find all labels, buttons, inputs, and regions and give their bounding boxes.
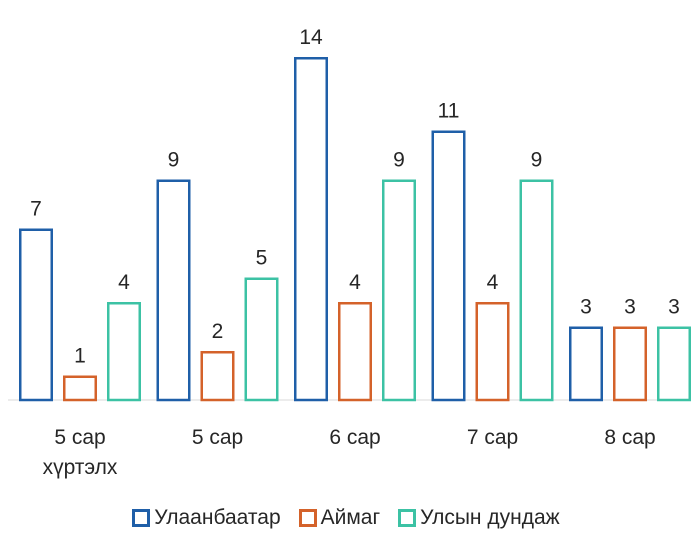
data-label: 3 [668,296,680,319]
data-label: 9 [393,149,405,172]
bar-Улаанбаатар-4 [569,326,603,402]
bar-Аймаг-3 [475,302,510,402]
category-label: 7 сар [467,426,518,449]
bar-Улсын дундаж-3 [519,179,554,402]
bar-Улсын дундаж-2 [382,179,416,402]
data-label: 2 [212,320,224,343]
data-label: 5 [256,247,268,270]
bar-Аймаг-4 [613,326,647,402]
legend-item: Аймаг [298,506,381,530]
category-label: 5 сар [192,426,243,449]
bar-Улаанбаатар-0 [19,228,53,402]
legend-label: Улаанбаатар [154,506,281,529]
legend-item: Улсын дундаж [398,506,560,530]
category-label: 6 сар [329,426,380,449]
data-label: 14 [299,26,323,49]
data-label: 4 [118,271,130,294]
legend-swatch [398,509,417,527]
data-label: 9 [531,149,543,172]
legend-item: Улаанбаатар [132,506,281,530]
data-label: 11 [438,100,460,123]
data-label: 3 [580,296,592,319]
bar-Улаанбаатар-3 [431,130,466,402]
bar-Улаанбаатар-1 [156,179,191,402]
data-label: 7 [30,198,42,221]
bar-Улаанбаатар-2 [294,57,328,402]
bar-Улсын дундаж-1 [244,277,279,402]
bar-Улсын дундаж-0 [107,302,141,402]
data-label: 9 [168,149,180,172]
legend-swatch [132,509,151,527]
data-label: 3 [624,296,636,319]
bar-Улсын дундаж-4 [657,326,691,402]
legend-label: Улсын дундаж [420,506,560,529]
data-label: 4 [349,271,361,294]
category-label: хүртэлх [43,456,118,479]
legend-swatch [298,509,317,527]
data-label: 4 [487,271,499,294]
legend: Улаанбаатар Аймаг Улсын дундаж [0,506,692,533]
bar-Аймаг-1 [200,351,235,402]
legend-label: Аймаг [320,506,381,529]
category-label: 8 сар [604,426,655,449]
data-label: 1 [74,345,86,368]
category-label: 5 сар [54,426,105,449]
bar-Аймаг-0 [63,375,97,402]
bar-Аймаг-2 [338,302,372,402]
